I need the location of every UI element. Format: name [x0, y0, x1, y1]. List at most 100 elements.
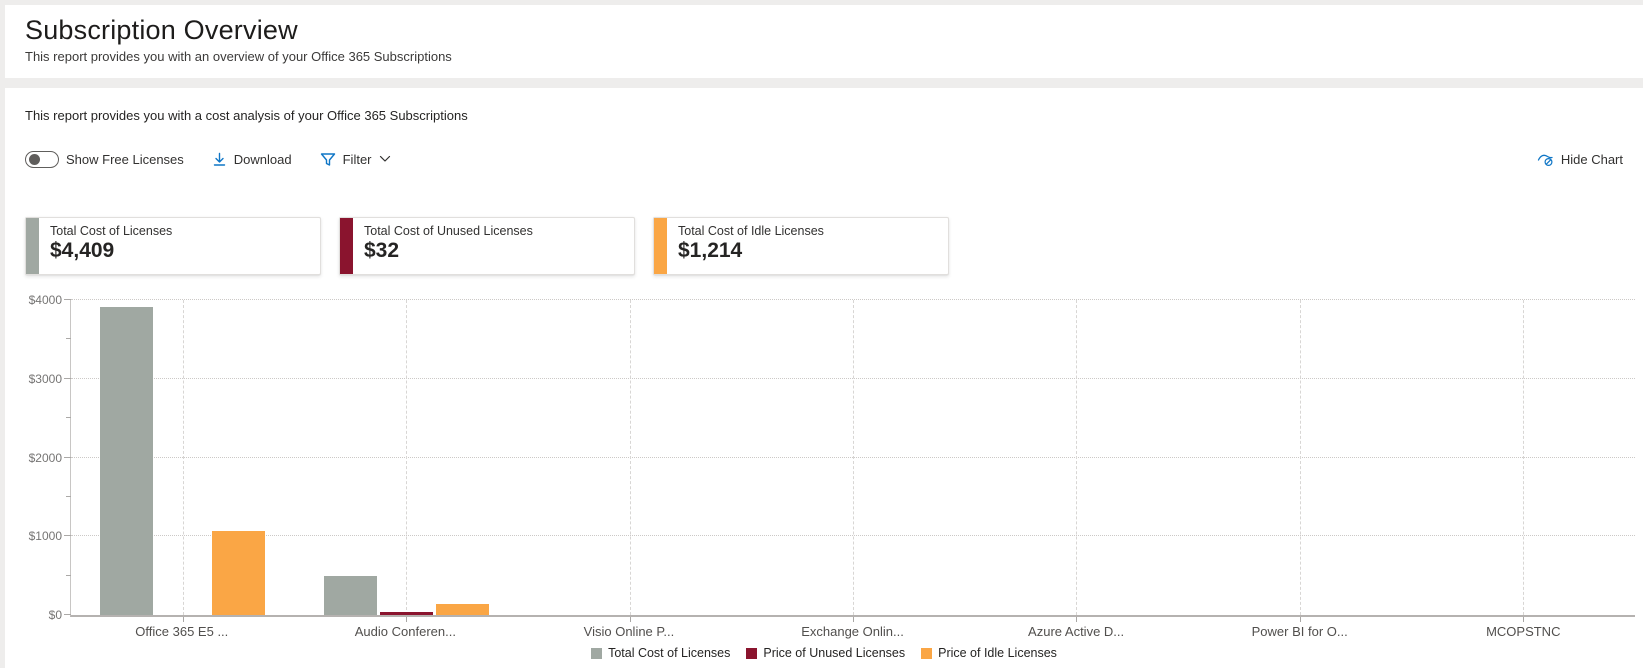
kpi-label: Total Cost of Idle Licenses [678, 224, 824, 238]
chart-category-slot [1412, 300, 1635, 622]
v-gridline [1299, 300, 1301, 615]
legend-swatch [921, 647, 933, 659]
x-axis-tick [182, 617, 184, 622]
x-axis-category-label: Office 365 E5 ... [135, 624, 229, 639]
bar-group [323, 300, 489, 615]
chart-category-slot [294, 300, 517, 622]
toolbar: Show Free Licenses Download Filter [25, 148, 1623, 170]
chart-bar[interactable] [100, 307, 154, 615]
hide-chart-label: Hide Chart [1560, 151, 1623, 167]
download-icon [213, 152, 225, 166]
bar-group [1441, 300, 1606, 615]
cost-bar-chart: $0 $1000 $2000 $3000 $4000 Office 365 E5 ...… [5, 293, 1643, 660]
legend-label: Price of Idle Licenses [938, 646, 1057, 660]
page-subtitle: This report provides you with an overvie… [25, 49, 452, 64]
v-gridline [629, 300, 631, 615]
y-axis-tick [64, 614, 71, 615]
kpi-row: Total Cost of Licenses $4,409 Total Cost… [25, 217, 1643, 275]
chart-x-axis-labels: Office 365 E5 ... Audio Conferen... Visio … [70, 617, 1635, 639]
bar-group [770, 300, 935, 615]
y-axis-tick [64, 377, 71, 379]
kpi-value: $32 [364, 239, 400, 262]
kpi-value: $1,214 [678, 239, 743, 262]
filter-icon [320, 152, 335, 166]
download-label: Download [233, 151, 292, 167]
x-axis-tick [629, 617, 631, 622]
bar-group [547, 300, 712, 615]
chevron-down-icon [379, 155, 390, 162]
chart-category-slot [71, 300, 294, 622]
bar-group [1217, 300, 1382, 615]
kpi-card-total-cost: Total Cost of Licenses $4,409 [25, 217, 321, 275]
kpi-label: Total Cost of Unused Licenses [364, 224, 533, 238]
chart-category-slot [741, 300, 964, 622]
report-description: This report provides you with a cost ana… [25, 108, 468, 123]
h-gridline [71, 299, 1635, 300]
kpi-accent-bar [654, 218, 667, 274]
x-axis-tick [852, 617, 854, 622]
kpi-label: Total Cost of Licenses [50, 224, 173, 238]
y-tick-label: $3000 [28, 371, 62, 386]
y-axis-tick [66, 574, 71, 576]
legend-item[interactable]: Price of Unused Licenses [746, 646, 905, 660]
chart-legend: Total Cost of Licenses Price of Unused Li… [5, 646, 1643, 660]
chart-plot-area: $0 $1000 $2000 $3000 $4000 [29, 293, 1635, 622]
y-tick-label: $0 [48, 608, 62, 622]
chart-bar[interactable] [435, 603, 489, 615]
hide-chart-icon [1537, 154, 1553, 167]
y-tick-label: $2000 [28, 450, 62, 465]
x-axis-tick [1523, 617, 1525, 622]
kpi-accent-bar [340, 218, 353, 274]
v-gridline [406, 300, 408, 615]
x-axis-category-label: Azure Active D... [1028, 624, 1125, 639]
kpi-card-unused-cost: Total Cost of Unused Licenses $32 [339, 217, 635, 275]
kpi-value: $4,409 [50, 239, 115, 262]
show-free-licenses-toggle[interactable]: Show Free Licenses [25, 150, 184, 168]
legend-swatch [591, 647, 603, 659]
page-header: Subscription Overview This report provid… [5, 5, 1643, 78]
x-axis-category-label: Power BI for O... [1251, 624, 1348, 639]
x-axis-category-label: Visio Online P... [583, 624, 675, 639]
x-axis-tick [1299, 617, 1301, 622]
v-gridline [1076, 300, 1078, 615]
y-axis-tick [66, 338, 71, 340]
legend-item[interactable]: Total Cost of Licenses [591, 646, 730, 660]
chart-bar[interactable] [323, 576, 377, 615]
y-axis-tick [66, 495, 71, 497]
download-button[interactable]: Download [212, 152, 292, 167]
report-panel: This report provides you with a cost ana… [5, 88, 1643, 668]
v-gridline [852, 300, 854, 615]
legend-item[interactable]: Price of Idle Licenses [921, 646, 1057, 660]
x-axis-category-label: MCOPSTNC [1486, 624, 1561, 639]
v-gridline [182, 300, 184, 615]
filter-label: Filter [342, 151, 372, 167]
kpi-card-idle-cost: Total Cost of Idle Licenses $1,214 [653, 217, 949, 275]
filter-button[interactable]: Filter [320, 152, 391, 167]
y-axis-tick [66, 417, 71, 419]
v-gridline [1523, 300, 1525, 615]
bar-group [994, 300, 1159, 615]
chart-bar[interactable] [379, 612, 433, 615]
chart-category-slot [1188, 300, 1411, 622]
show-free-licenses-label: Show Free Licenses [66, 151, 184, 167]
x-axis-category-label: Audio Conferen... [354, 624, 456, 639]
y-axis-tick [64, 456, 71, 458]
x-axis-tick [1076, 617, 1078, 622]
chart-category-slot [965, 300, 1188, 622]
chart-bar[interactable] [212, 530, 266, 615]
hide-chart-button[interactable]: Hide Chart [1537, 151, 1623, 167]
legend-label: Total Cost of Licenses [608, 646, 731, 660]
legend-label: Price of Unused Licenses [763, 646, 906, 660]
toggle-knob [29, 153, 40, 165]
x-axis-tick [406, 617, 408, 622]
x-axis-category-label: Exchange Onlin... [801, 624, 904, 639]
y-tick-label: $1000 [28, 529, 62, 544]
page-title: Subscription Overview [25, 15, 298, 45]
bar-group [100, 300, 266, 615]
toggle-switch-icon[interactable] [25, 150, 59, 168]
chart-category-slot [518, 300, 741, 622]
legend-swatch [746, 647, 758, 659]
y-axis-tick [64, 535, 71, 537]
y-tick-label: $4000 [28, 293, 62, 307]
kpi-accent-bar [26, 218, 39, 274]
